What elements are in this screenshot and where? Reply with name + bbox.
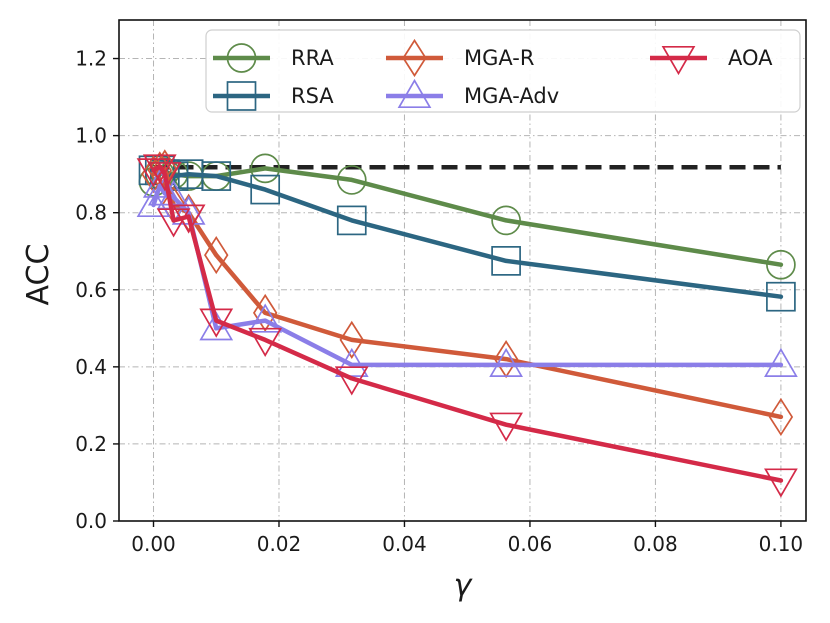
y-tick-label-0: 0.0 xyxy=(75,509,107,533)
y-tick-label-2: 0.4 xyxy=(75,355,107,379)
legend-label-rsa: RSA xyxy=(291,84,334,108)
series-group xyxy=(136,149,798,498)
data-point-mga-adv-8 xyxy=(489,347,523,377)
legend-label-mga-r: MGA-R xyxy=(464,46,534,70)
data-point-rsa-7 xyxy=(336,205,367,236)
legend-label-aoa: AOA xyxy=(728,46,773,70)
data-point-mga-adv-9 xyxy=(764,347,798,377)
data-point-rsa-8 xyxy=(491,246,521,276)
data-point-aoa-7 xyxy=(334,366,369,396)
y-axis-label: ACC xyxy=(21,244,56,306)
data-point-aoa-4 xyxy=(171,204,206,234)
data-point-rsa-5 xyxy=(201,161,232,191)
legend-label-rra: RRA xyxy=(291,46,334,70)
data-point-aoa-2 xyxy=(147,162,182,192)
y-tick-label-5: 1.0 xyxy=(75,124,107,148)
legend: RRA RSA MGA-R MGA-Adv AOA xyxy=(205,29,801,113)
legend-label-mga-adv: MGA-Adv xyxy=(464,84,559,108)
data-point-aoa-9 xyxy=(764,468,798,498)
x-tick-label-5: 0.10 xyxy=(759,532,804,556)
data-point-mga-r-9 xyxy=(768,397,794,437)
x-axis-label: γ xyxy=(454,568,474,603)
data-point-aoa-6 xyxy=(248,327,283,357)
x-tick-label-0: 0.00 xyxy=(131,532,176,556)
data-point-aoa-5 xyxy=(199,308,234,338)
y-tick-label-6: 1.2 xyxy=(75,47,107,71)
data-point-aoa-0 xyxy=(136,158,171,188)
y-tick-label-1: 0.2 xyxy=(75,432,107,456)
y-tick-label-3: 0.6 xyxy=(75,278,107,302)
legend-box xyxy=(205,29,801,113)
data-point-aoa-3 xyxy=(156,208,191,238)
x-tick-label-2: 0.04 xyxy=(382,532,427,556)
data-point-mga-adv-5 xyxy=(199,311,234,341)
legend-marker-aoa xyxy=(661,45,696,76)
data-point-mga-r-6 xyxy=(252,293,278,332)
data-point-mga-r-5 xyxy=(204,236,229,275)
legend-marker-rsa xyxy=(226,81,257,111)
data-point-rra-6 xyxy=(250,153,281,184)
data-point-rra-7 xyxy=(336,165,367,195)
data-point-rra-8 xyxy=(491,205,521,236)
legend-marker-mga-adv xyxy=(397,78,432,109)
axis-ticks: 0.00 0.02 0.04 0.06 0.08 0.10 0.0 0.2 0.4 0.6 0.8 1… xyxy=(75,47,803,556)
data-point-rsa-6 xyxy=(250,174,281,205)
data-point-mga-r-7 xyxy=(339,320,364,359)
data-point-rra-9 xyxy=(766,249,796,280)
data-point-mga-adv-2 xyxy=(147,176,182,206)
x-tick-label-3: 0.06 xyxy=(508,532,553,556)
data-point-rsa-9 xyxy=(766,281,796,312)
legend-marker-rra xyxy=(226,43,257,73)
x-tick-label-4: 0.08 xyxy=(633,532,678,556)
x-tick-label-1: 0.02 xyxy=(257,532,302,556)
y-tick-label-4: 0.8 xyxy=(75,201,107,225)
legend-marker-mga-r xyxy=(402,38,427,78)
series-aoa xyxy=(136,154,798,498)
plot-frame xyxy=(118,19,807,522)
data-point-aoa-8 xyxy=(489,412,523,442)
data-point-mga-adv-6 xyxy=(248,303,283,333)
